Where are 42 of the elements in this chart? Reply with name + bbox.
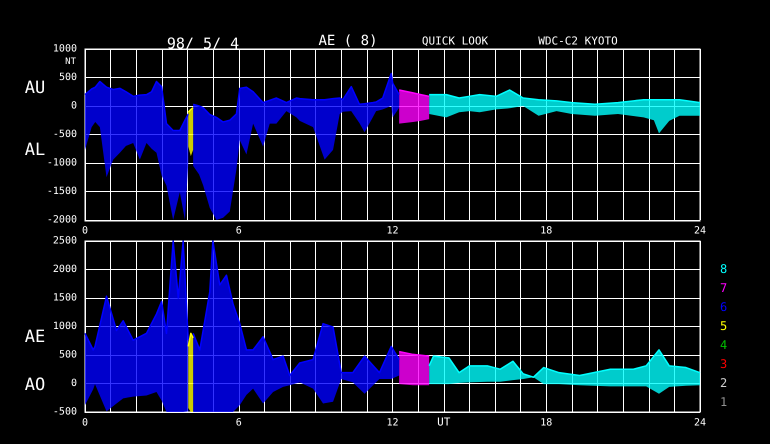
text: 5 xyxy=(720,319,728,333)
x-tick-label: 0 xyxy=(82,226,88,236)
legend-label: 3 xyxy=(720,357,728,371)
y-axis-title: NT xyxy=(65,57,77,67)
y-tick-label: -500 xyxy=(52,129,77,140)
text: 6 xyxy=(720,300,728,314)
x-tick-label: 18 xyxy=(540,226,552,236)
y-tick-label: 1000 xyxy=(52,44,77,54)
y-tick-label: 2500 xyxy=(52,236,77,246)
y-tick-label: -2000 xyxy=(46,214,77,226)
x-axis-title: UT xyxy=(437,416,451,428)
legend-label: 4 xyxy=(720,338,728,352)
x-tick-label: 6 xyxy=(236,418,242,428)
text: QUICK LOOK xyxy=(422,34,488,48)
y-tick-label: 0 xyxy=(70,378,77,389)
x-tick-label: 6 xyxy=(236,226,242,236)
y-tick-label: 1000 xyxy=(52,321,77,332)
text: AE ( 8) xyxy=(318,33,378,49)
y-tick-label: -1500 xyxy=(46,186,77,197)
y-tick-label: 2000 xyxy=(52,264,77,275)
x-tick-label: 12 xyxy=(386,226,399,236)
y-tick-label: 500 xyxy=(58,72,77,83)
text: AO xyxy=(24,375,46,395)
x-tick-label: 0 xyxy=(82,418,88,428)
legend-label: 2 xyxy=(720,376,728,390)
legend-label: 1 xyxy=(720,395,728,409)
y-tick-label: 1500 xyxy=(52,292,77,304)
y-tick-label: -500 xyxy=(52,406,77,418)
text: 7 xyxy=(720,281,728,295)
x-tick-label: 12 xyxy=(386,418,399,428)
text: 8 xyxy=(720,262,728,276)
chart-title: 98/ 5/ 4 xyxy=(166,34,240,52)
text: AU xyxy=(24,78,46,98)
y-tick-label: 500 xyxy=(58,350,77,360)
text: AE xyxy=(24,327,46,347)
text: WDC-C2 KYOTO xyxy=(538,34,618,48)
y-tick-label: -1000 xyxy=(46,158,77,168)
x-tick-label: 24 xyxy=(694,226,706,236)
x-tick-label: 18 xyxy=(540,418,552,428)
x-tick-label: 24 xyxy=(694,418,706,428)
y-tick-label: 0 xyxy=(70,100,77,112)
text: AL xyxy=(24,140,46,160)
